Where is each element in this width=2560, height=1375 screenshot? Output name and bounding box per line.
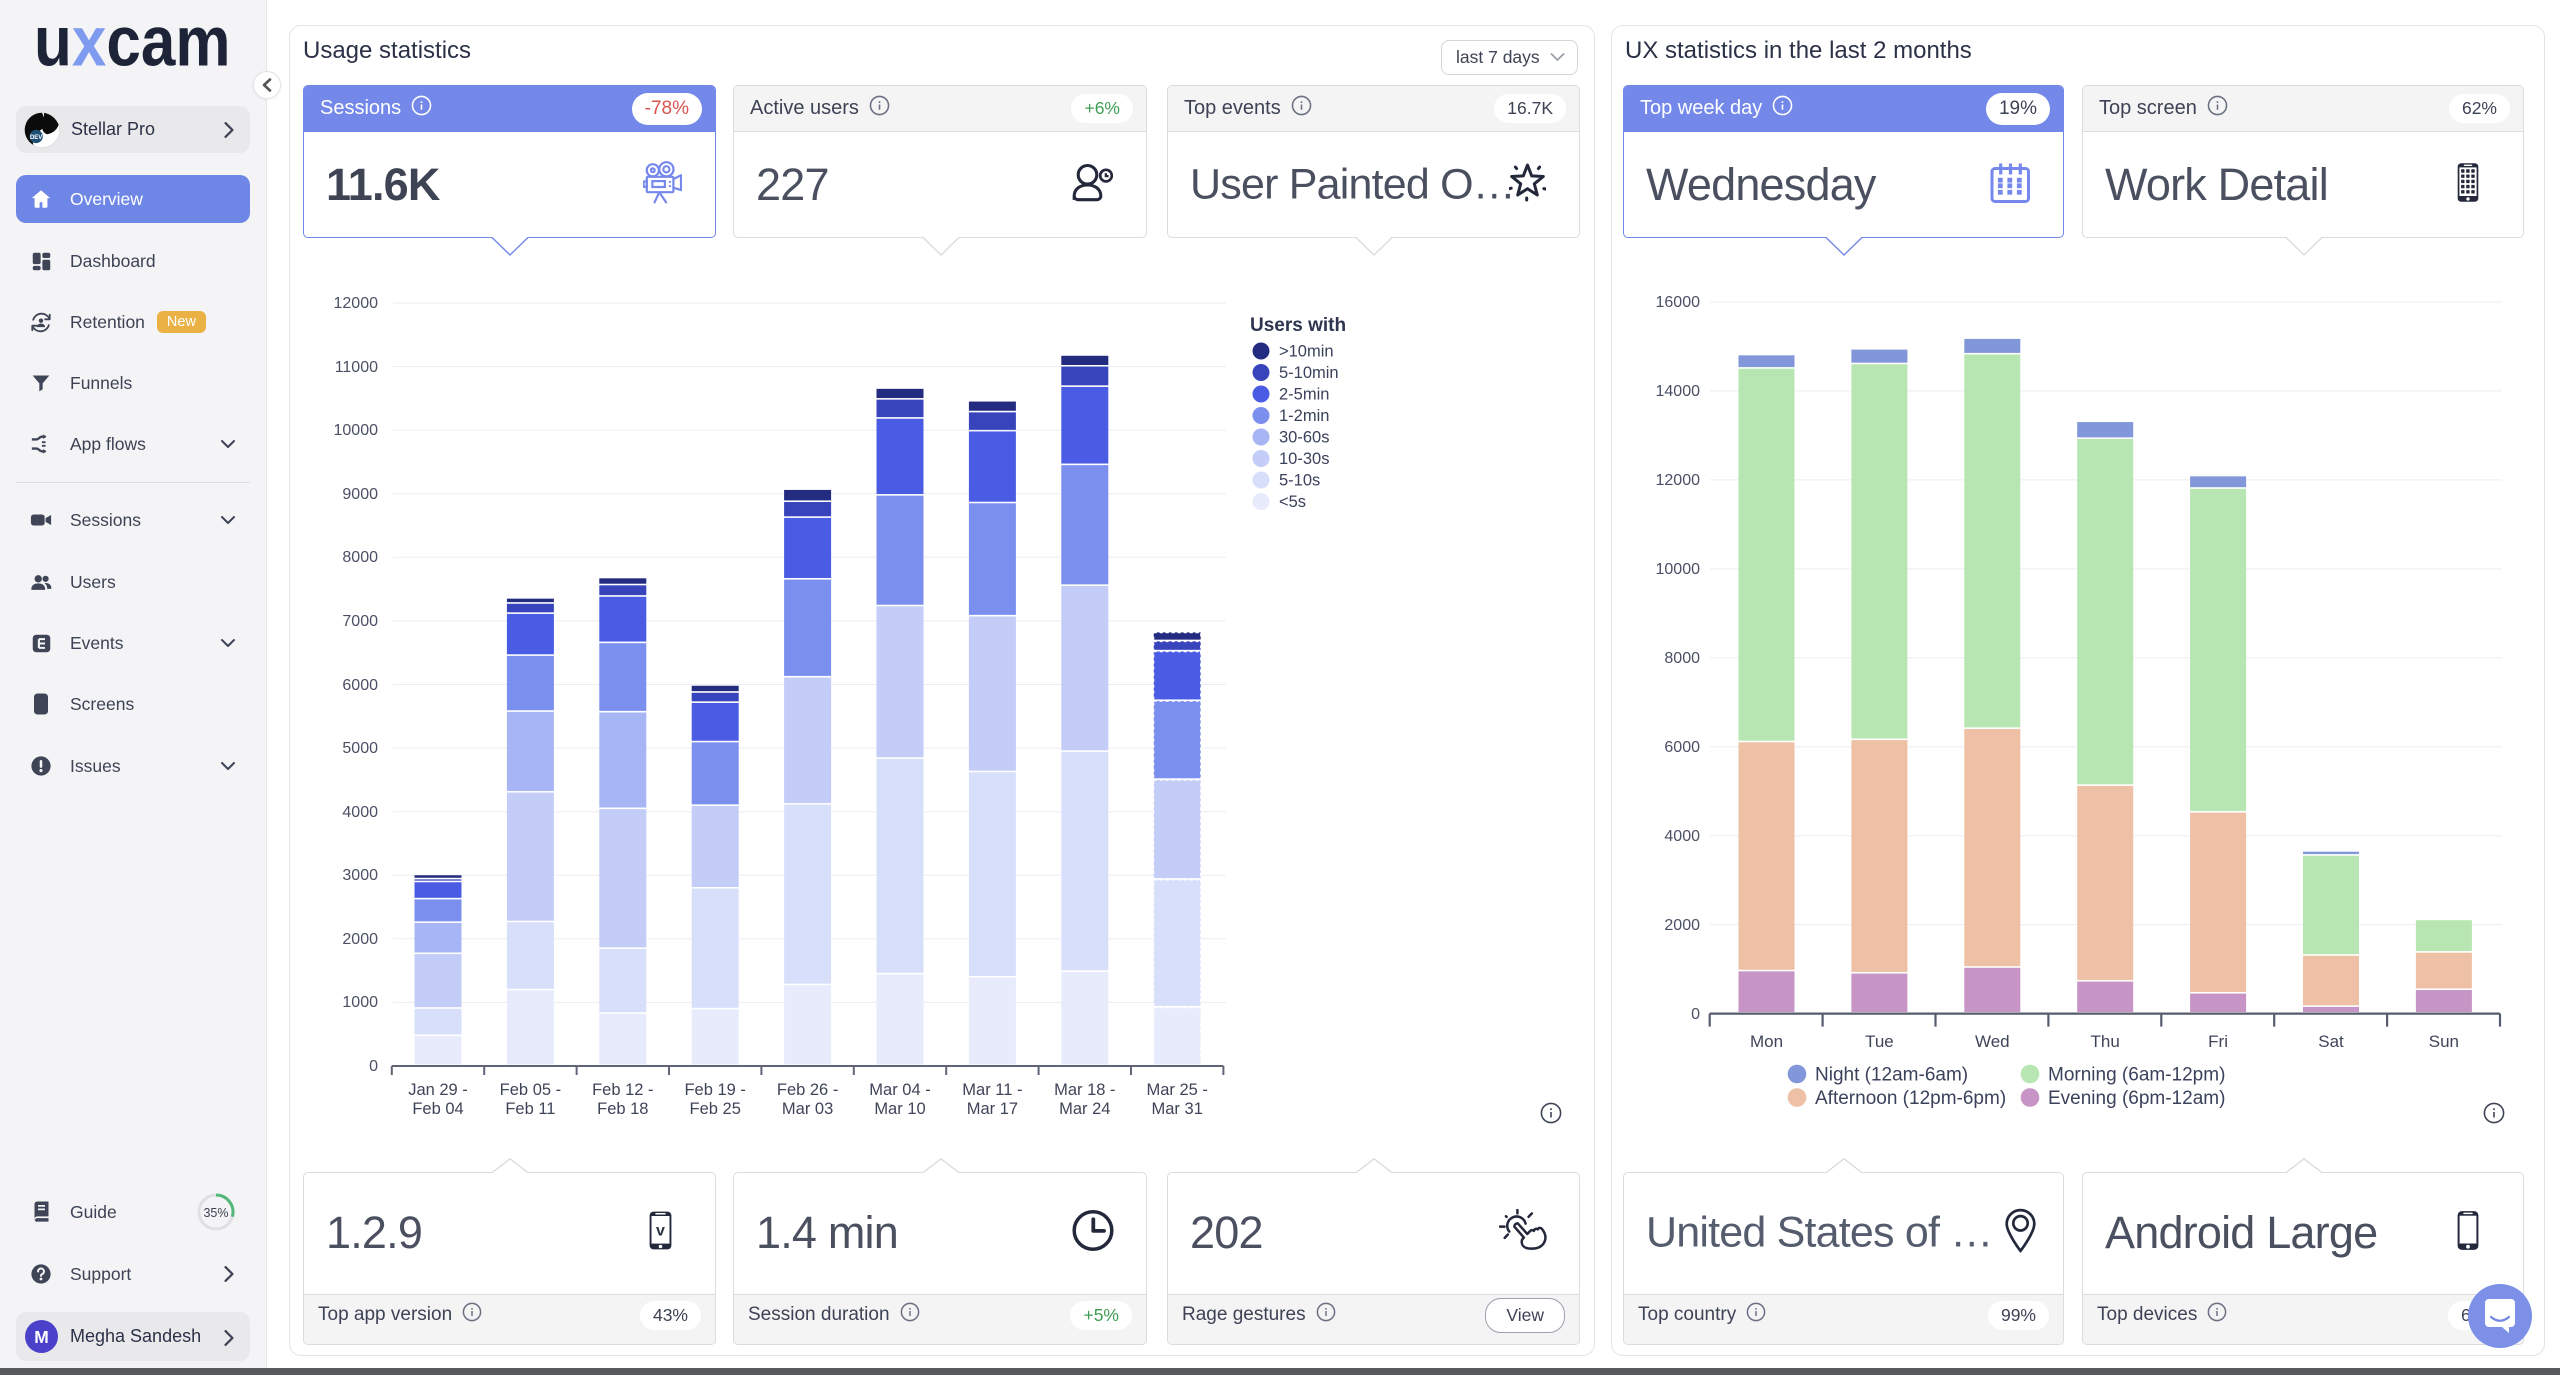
svg-text:Mar 24: Mar 24 — [1059, 1100, 1110, 1118]
svg-text:Night (12am-6am): Night (12am-6am) — [1815, 1065, 1968, 1086]
svg-text:9000: 9000 — [342, 486, 378, 503]
svg-text:2000: 2000 — [342, 931, 378, 948]
svg-text:<5s: <5s — [1279, 493, 1306, 511]
svg-text:Feb 26 -: Feb 26 - — [777, 1081, 838, 1099]
svg-text:Users with: Users with — [1250, 315, 1346, 336]
svg-text:10000: 10000 — [1656, 561, 1701, 578]
svg-text:Feb 25: Feb 25 — [690, 1100, 741, 1118]
svg-text:5-10s: 5-10s — [1279, 472, 1320, 490]
svg-text:16000: 16000 — [1656, 294, 1701, 311]
svg-text:Feb 05 -: Feb 05 - — [500, 1081, 561, 1099]
svg-text:Tue: Tue — [1865, 1032, 1894, 1051]
svg-text:2000: 2000 — [1664, 917, 1700, 934]
svg-text:Afternoon (12pm-6pm): Afternoon (12pm-6pm) — [1815, 1088, 2006, 1109]
svg-text:Feb 04: Feb 04 — [412, 1100, 463, 1118]
svg-text:3000: 3000 — [342, 867, 378, 884]
svg-text:6000: 6000 — [342, 677, 378, 694]
svg-text:Feb 11: Feb 11 — [505, 1100, 555, 1118]
svg-text:Feb 18: Feb 18 — [597, 1100, 648, 1118]
svg-text:8000: 8000 — [1664, 650, 1700, 667]
svg-text:M: M — [34, 1327, 49, 1347]
svg-text:Mar 31: Mar 31 — [1152, 1100, 1203, 1118]
svg-text:6000: 6000 — [1664, 739, 1700, 756]
svg-text:Mar 11 -: Mar 11 - — [962, 1081, 1022, 1099]
svg-text:Mar 03: Mar 03 — [782, 1100, 833, 1118]
svg-text:5-10min: 5-10min — [1279, 364, 1339, 382]
svg-text:35%: 35% — [203, 1206, 228, 1220]
svg-text:11000: 11000 — [335, 359, 378, 376]
svg-text:DEV: DEV — [30, 135, 42, 141]
svg-text:12000: 12000 — [1656, 472, 1701, 489]
svg-text:Feb 12 -: Feb 12 - — [592, 1081, 653, 1099]
svg-text:30-60s: 30-60s — [1279, 429, 1329, 447]
svg-text:Feb 19 -: Feb 19 - — [684, 1081, 745, 1099]
svg-text:v: v — [656, 1222, 665, 1239]
svg-text:Mar 18 -: Mar 18 - — [1054, 1081, 1115, 1099]
svg-text:4000: 4000 — [1664, 828, 1700, 845]
svg-text:14000: 14000 — [1656, 383, 1701, 400]
svg-text:Mar 04 -: Mar 04 - — [869, 1081, 930, 1099]
svg-text:7000: 7000 — [342, 613, 378, 630]
svg-text:2-5min: 2-5min — [1279, 386, 1329, 404]
svg-text:10000: 10000 — [334, 422, 379, 439]
svg-text:Mar 17: Mar 17 — [967, 1100, 1018, 1118]
svg-text:0: 0 — [1691, 1006, 1700, 1023]
svg-text:Fri: Fri — [2208, 1032, 2228, 1051]
svg-text:1-2min: 1-2min — [1279, 407, 1329, 425]
svg-text:4000: 4000 — [342, 804, 378, 821]
svg-text:5000: 5000 — [342, 740, 378, 757]
svg-text:Mar 25 -: Mar 25 - — [1146, 1081, 1207, 1099]
svg-text:Mon: Mon — [1750, 1032, 1783, 1051]
svg-text:Evening (6pm-12am): Evening (6pm-12am) — [2048, 1088, 2225, 1109]
svg-text:Sun: Sun — [2429, 1032, 2459, 1051]
svg-text:1000: 1000 — [342, 994, 378, 1011]
svg-text:>10min: >10min — [1279, 343, 1334, 361]
svg-text:12000: 12000 — [334, 295, 379, 312]
svg-text:0: 0 — [369, 1058, 378, 1075]
svg-text:10-30s: 10-30s — [1279, 450, 1329, 468]
svg-text:Wed: Wed — [1975, 1032, 2010, 1051]
svg-text:Morning (6am-12pm): Morning (6am-12pm) — [2048, 1065, 2225, 1086]
svg-text:Jan 29 -: Jan 29 - — [408, 1081, 468, 1099]
svg-text:Thu: Thu — [2091, 1032, 2120, 1051]
svg-text:8000: 8000 — [342, 549, 378, 566]
svg-text:Sat: Sat — [2318, 1032, 2344, 1051]
svg-text:Mar 10: Mar 10 — [874, 1100, 925, 1118]
